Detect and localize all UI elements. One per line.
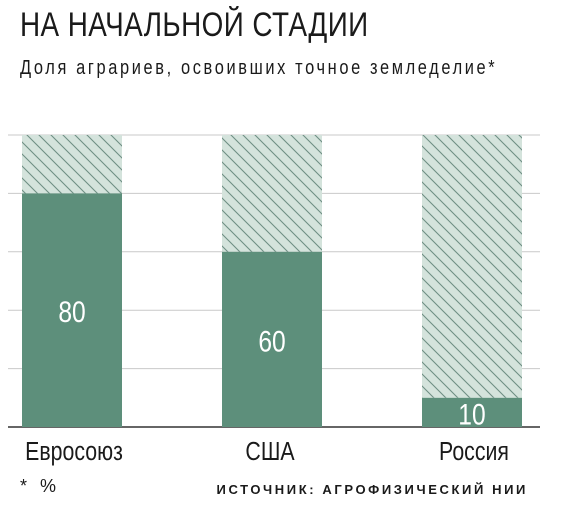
page-subtitle: Доля аграриев, освоивших точное земледел… xyxy=(20,57,498,79)
category-label: США xyxy=(245,437,294,467)
footnote: * % xyxy=(20,476,61,496)
bar xyxy=(222,251,322,427)
data-label: 60 xyxy=(258,324,285,358)
bar xyxy=(422,397,522,427)
data-label: 80 xyxy=(58,295,85,329)
data-label: 10 xyxy=(458,397,485,431)
bar-remainder xyxy=(222,135,322,252)
page-title: НА НАЧАЛЬНОЙ СТАДИИ xyxy=(20,6,369,44)
category-label: Россия xyxy=(439,437,509,467)
bar-remainder xyxy=(422,135,522,398)
bar-remainder xyxy=(22,135,122,194)
bar xyxy=(22,193,122,427)
source-note: ИСТОЧНИК: АГРОФИЗИЧЕСКИЙ НИИ xyxy=(216,482,528,497)
category-label: Евросоюз xyxy=(25,437,123,467)
